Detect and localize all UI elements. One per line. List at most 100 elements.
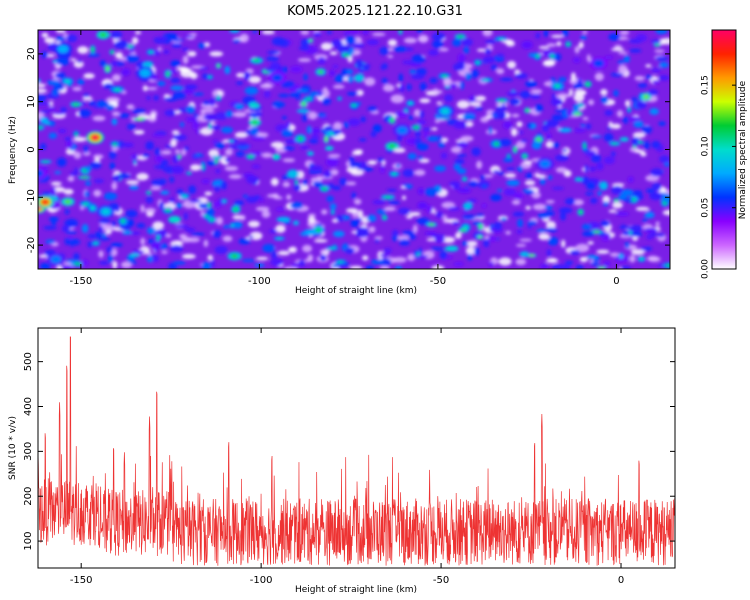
heatmap-cell-core <box>475 61 480 65</box>
heatmap-cell <box>265 56 280 62</box>
heatmap-trough <box>661 37 670 45</box>
heatmap-cell <box>193 154 205 158</box>
heatmap-cell <box>335 215 344 222</box>
heatmap-cell <box>444 245 459 252</box>
heatmap-cell <box>521 40 533 50</box>
heatmap-cell <box>564 260 574 265</box>
heatmap-cell <box>195 129 201 134</box>
heatmap-cell <box>206 208 215 217</box>
heatmap-cell <box>111 118 118 126</box>
heatmap-cell-core <box>399 30 402 34</box>
heatmap-cell <box>311 134 320 140</box>
heatmap-cell <box>214 142 225 149</box>
heatmap-cell <box>345 35 356 45</box>
heatmap-cell-core <box>483 78 490 82</box>
heatmap-cell <box>282 116 287 120</box>
heatmap-cell <box>249 151 262 156</box>
heatmap-cell <box>362 30 369 35</box>
heatmap-cell <box>490 194 502 202</box>
heatmap-trough <box>165 233 172 238</box>
heatmap-cell <box>39 109 50 114</box>
heatmap-trough <box>136 172 149 181</box>
heatmap-cell <box>145 196 154 204</box>
heatmap-cell <box>645 188 655 193</box>
heatmap-cell <box>38 94 47 101</box>
heatmap-trough <box>140 204 145 213</box>
heatmap-trough <box>248 75 262 84</box>
heatmap-cell <box>263 90 271 98</box>
heatmap-cell-core <box>583 143 586 149</box>
heatmap-trough <box>600 88 608 96</box>
heatmap-cell <box>394 265 402 269</box>
heatmap-cell <box>651 140 661 149</box>
heatmap-cell <box>254 195 261 199</box>
heatmap-trough <box>538 46 550 50</box>
heatmap-cell-core <box>328 247 336 250</box>
heatmap-cell <box>346 91 358 96</box>
heatmap-trough <box>38 88 48 94</box>
heatmap-cell <box>151 179 166 187</box>
heatmap-cell <box>169 176 174 183</box>
heatmap-trough <box>613 44 622 49</box>
heatmap-trough <box>181 253 196 259</box>
heatmap-cell <box>453 63 465 71</box>
heatmap-cell <box>306 151 314 156</box>
heatmap-cell <box>163 97 178 102</box>
heatmap-trough <box>275 224 286 233</box>
heatmap-cell <box>303 73 308 81</box>
heatmap-trough <box>469 101 482 107</box>
heatmap-cell <box>145 141 155 151</box>
heatmap-trough <box>388 47 394 52</box>
colorbar-tick-label: 0.15 <box>701 75 711 95</box>
heatmap-cell <box>350 219 360 228</box>
heatmap-cell <box>475 213 485 218</box>
heatmap-cell <box>251 136 266 141</box>
heatmap-cell-core <box>478 224 483 229</box>
heatmap-cell <box>438 141 445 148</box>
heatmap-trough <box>50 181 62 186</box>
heatmap-trough <box>147 251 152 257</box>
heatmap-cell <box>546 248 552 257</box>
heatmap-trough <box>586 54 591 62</box>
heatmap-cell <box>379 47 390 56</box>
heatmap-cell <box>613 89 619 97</box>
heatmap-trough <box>152 221 165 230</box>
heatmap-cell-core <box>90 205 95 211</box>
heatmap-cell <box>474 106 483 111</box>
heatmap-cell <box>165 144 173 149</box>
heatmap-cell <box>309 91 320 97</box>
heatmap-cell-core <box>428 223 435 226</box>
heatmap-cell <box>109 162 116 170</box>
colorbar-frame <box>711 29 737 270</box>
heatmap-trough <box>55 30 66 33</box>
heatmap-cell <box>642 218 648 223</box>
heatmap-cell <box>535 32 541 39</box>
heatmap-cell <box>61 225 70 233</box>
heatmap-cell <box>64 218 79 228</box>
heatmap-trough <box>120 261 133 269</box>
heatmap-cell <box>333 230 345 238</box>
heatmap-trough <box>511 113 520 118</box>
heatmap-cell <box>156 81 166 87</box>
heatmap-hotspot <box>41 199 49 205</box>
heatmap-cell <box>262 243 276 253</box>
heatmap-trough <box>70 58 77 62</box>
heatmap-cell-core <box>166 71 170 77</box>
heatmap-cell <box>98 219 111 224</box>
heatmap-cell <box>121 68 131 76</box>
heatmap-cell <box>83 145 89 154</box>
heatmap-cell <box>417 201 428 210</box>
heatmap-trough <box>224 165 239 172</box>
heatmap-cell-core <box>614 199 618 202</box>
heatmap-cell <box>192 92 204 96</box>
heatmap-cell <box>350 162 356 169</box>
heatmap-cell <box>164 109 176 117</box>
heatmap-cell <box>362 167 374 172</box>
heatmap-cell <box>214 200 221 209</box>
heatmap-cell <box>265 67 273 72</box>
heatmap-y-tick-label: -20 <box>26 237 37 253</box>
heatmap-trough <box>610 123 622 129</box>
heatmap-cell-core <box>133 161 136 164</box>
heatmap-cell <box>87 234 97 239</box>
heatmap-cell <box>452 183 461 190</box>
